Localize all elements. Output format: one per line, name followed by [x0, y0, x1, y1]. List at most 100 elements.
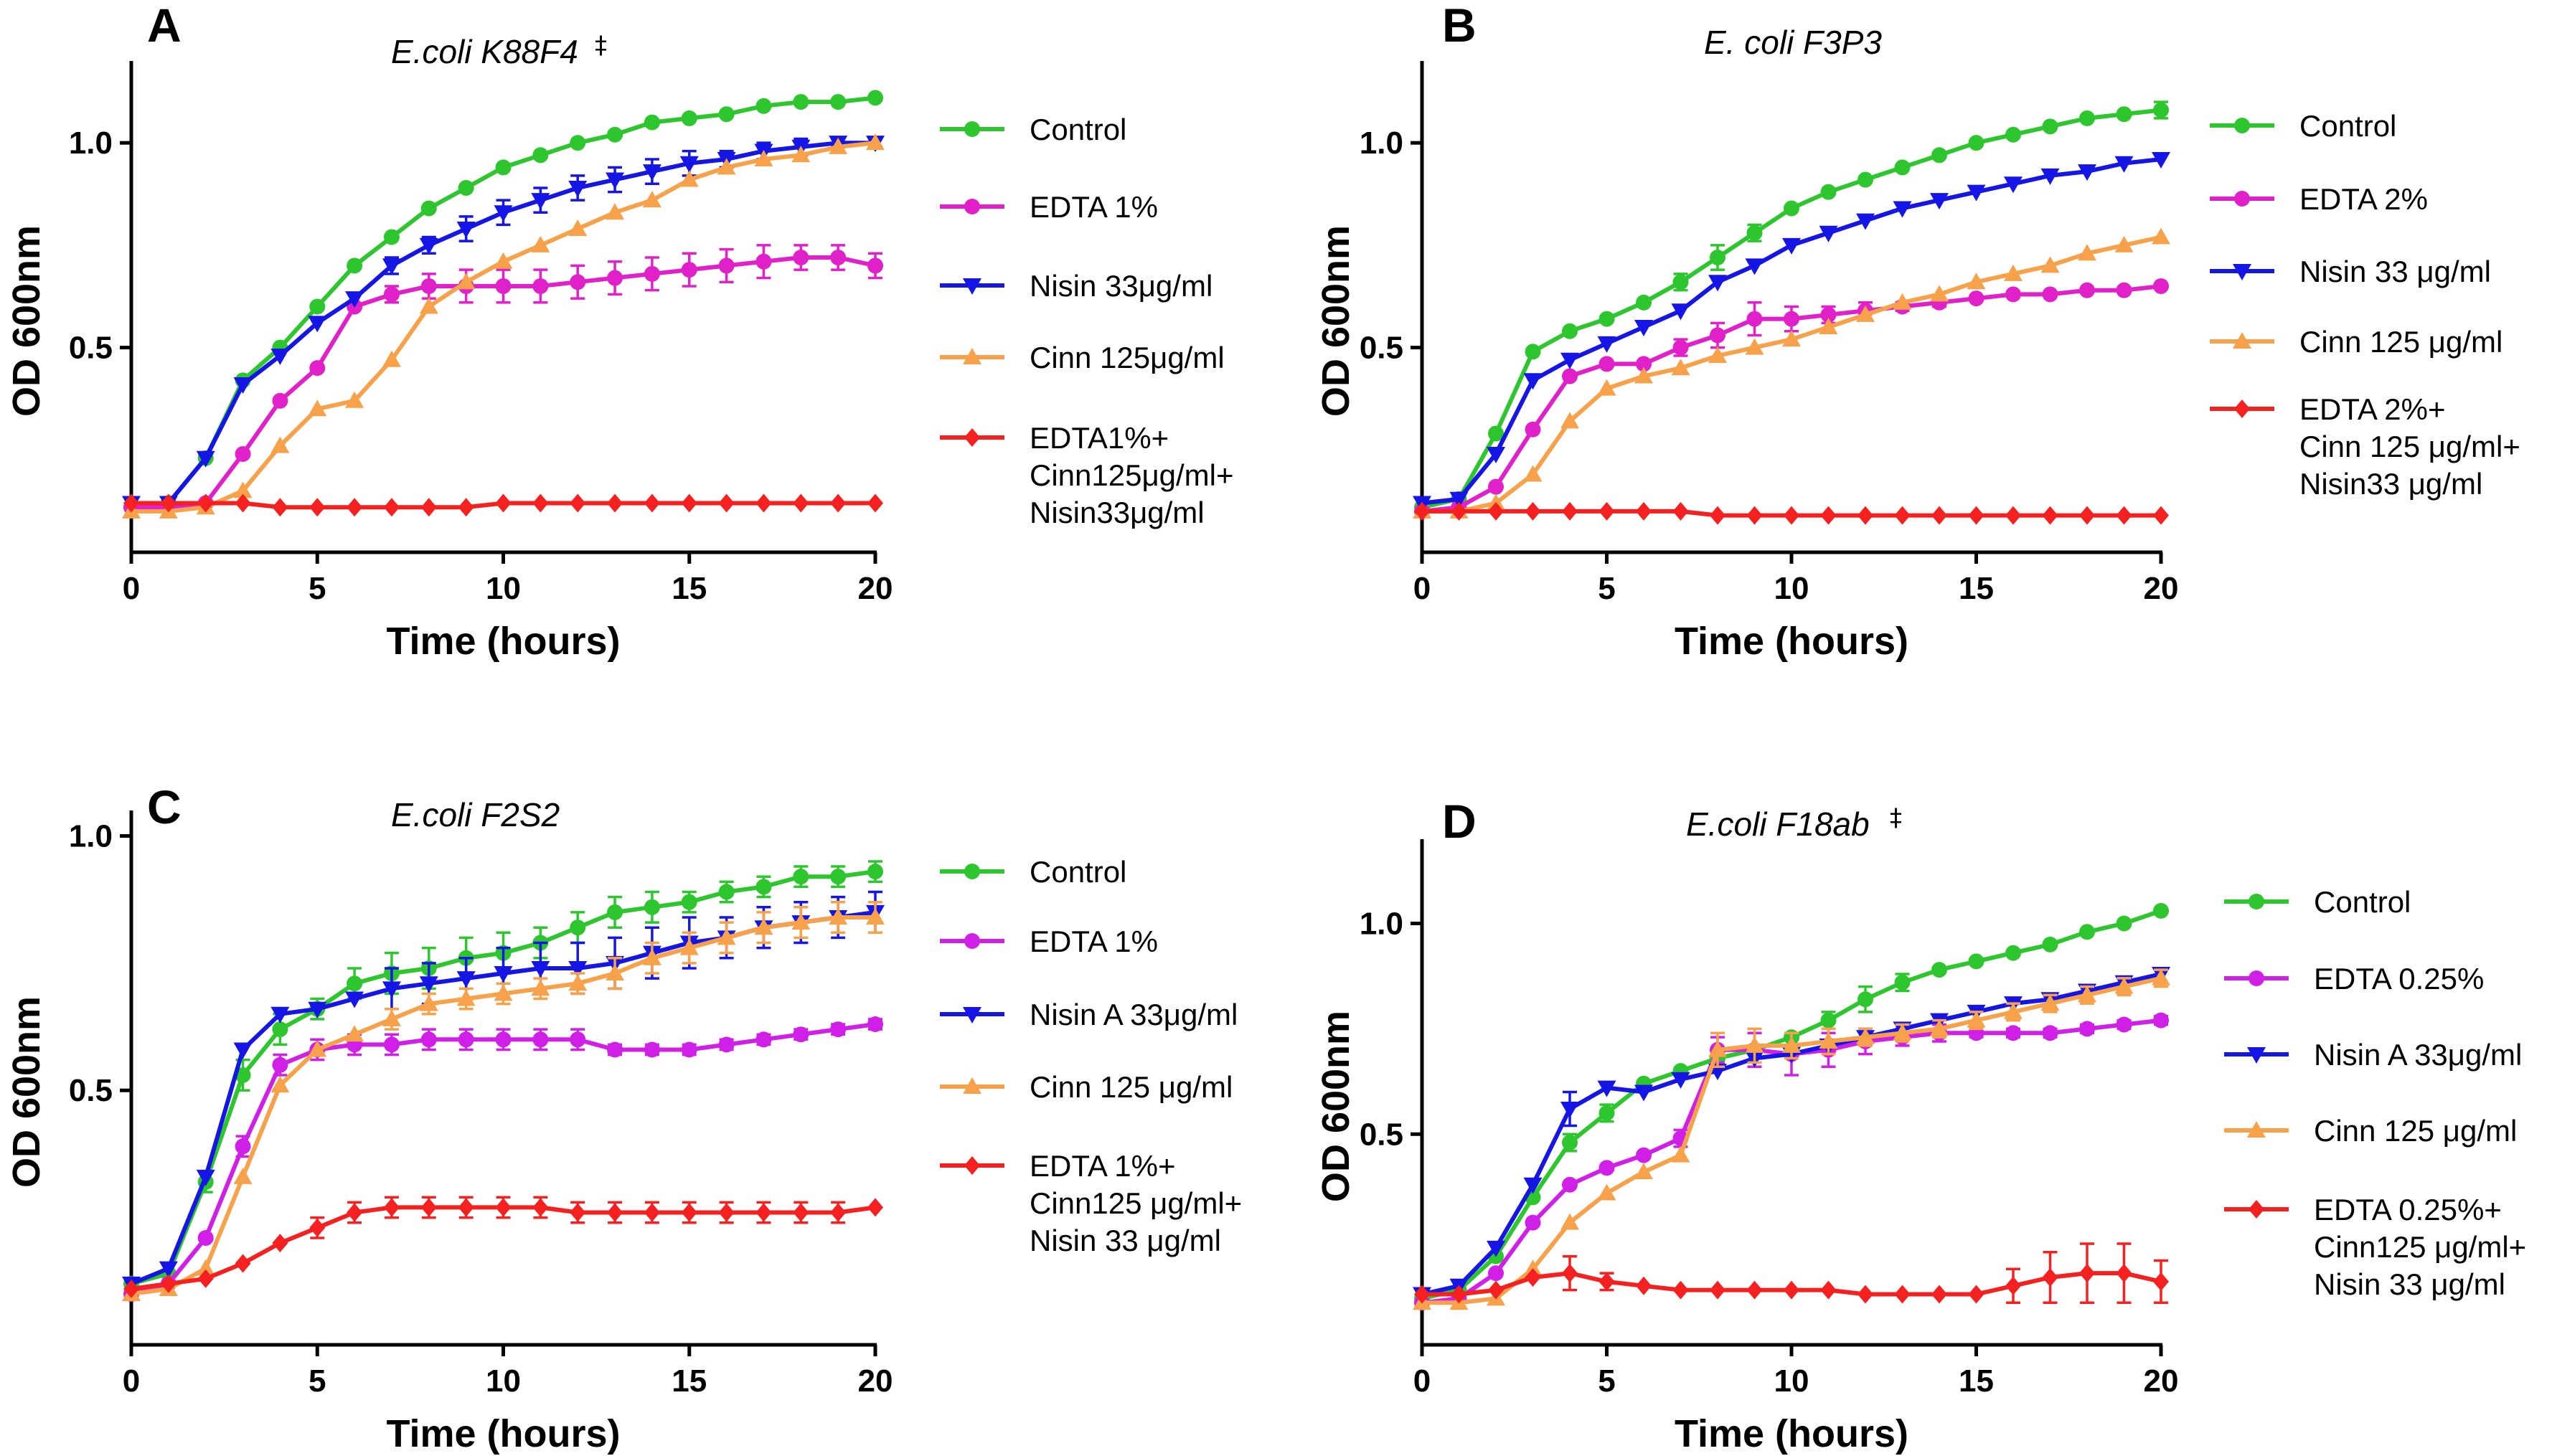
panel-c-data-point	[272, 1056, 288, 1073]
panel-c-series-5	[123, 1196, 883, 1298]
panel-c-data-point	[867, 1198, 883, 1217]
panel-d-x-tick-label: 10	[1774, 1363, 1809, 1399]
panel-a-data-point	[382, 350, 401, 367]
panel-b-data-point	[2004, 176, 2023, 194]
panel-b-x-tick-label: 0	[1413, 571, 1431, 606]
panel-c-data-point	[681, 1203, 697, 1222]
panel-c-data-point	[642, 948, 661, 965]
panel-a-data-point	[494, 205, 513, 222]
panel-a-x-tick-label: 15	[672, 571, 707, 606]
panel-b-data-point	[1746, 506, 1763, 525]
panel-d-data-point	[1562, 1135, 1578, 1150]
panel-d-data-point	[2078, 985, 2096, 1003]
panel-c-data-point	[679, 938, 699, 955]
panel-a-data-point	[644, 114, 660, 131]
panel-d-legend-marker	[2247, 1047, 2266, 1064]
panel-c-legend-marker	[963, 1007, 981, 1024]
panel-a-data-point	[420, 278, 437, 294]
panel-a-y-axis-label: OD 600nm	[5, 225, 48, 417]
panel-a-data-point	[679, 170, 699, 187]
panel-a-data-point	[495, 159, 512, 176]
panel-b-data-point	[1671, 303, 1690, 321]
panel-b-data-point	[1525, 421, 1541, 438]
panel-c-data-point	[830, 869, 847, 885]
panel-a-data-point	[642, 164, 661, 181]
panel-a-y-tick-label: 0.5	[69, 331, 113, 366]
panel-c-data-point	[830, 1203, 847, 1222]
panel-d-legend-label: Nisin A 33μg/ml	[2314, 1038, 2522, 1072]
panel-d-data-point	[2040, 994, 2060, 1011]
panel-a-data-point	[570, 135, 586, 151]
panel-b-data-point	[1784, 200, 1799, 217]
panel-c-data-point	[419, 994, 438, 1011]
panel-c-data-point	[755, 1031, 772, 1048]
panel-b-legend-marker	[2233, 264, 2251, 280]
panel-d-data-point	[1930, 1019, 1949, 1036]
panel-d-data-point	[1708, 1040, 1727, 1057]
panel-c-data-point	[309, 1218, 326, 1237]
panel-d-data-point	[1562, 1176, 1578, 1193]
panel-c-data-point	[867, 864, 883, 880]
panel-b-data-point	[2114, 235, 2134, 252]
panel-c-data-point	[272, 1234, 288, 1253]
panel-b-data-point	[1562, 323, 1578, 339]
panel-c: C E.coli F2S2 0 5 10 15 20 0.5 1.0 Time (hours) OD…	[5, 780, 1242, 1455]
panel-c-data-point	[532, 1031, 549, 1048]
panel-c-data-point	[235, 1067, 251, 1083]
panel-c-data-point	[345, 991, 364, 1008]
panel-b-data-point	[1782, 330, 1801, 347]
panel-b-data-point	[1598, 356, 1615, 372]
panel-d-data-point	[1784, 1280, 1799, 1300]
panel-b-x-tick-label: 20	[2144, 571, 2179, 606]
panel-a-x-tick-label: 10	[486, 571, 521, 606]
panel-a-data-point	[308, 400, 327, 417]
panel-c-y-tick-label: 1.0	[69, 818, 113, 854]
panel-b-data-point	[1634, 367, 1653, 384]
panel-a-data-point	[606, 172, 625, 189]
panel-b-data-point	[1525, 344, 1541, 360]
panel-b-series-2	[1414, 278, 2169, 519]
panel-d-y-tick-label: 1.0	[1360, 907, 1403, 942]
panel-b-data-point	[2152, 152, 2170, 169]
panel-d-legend-label: EDTA 0.25%	[2314, 962, 2484, 996]
panel-a-data-point	[829, 137, 848, 154]
panel-d-data-point	[1451, 1285, 1467, 1304]
panel-c-data-point	[347, 1203, 363, 1222]
panel-c-data-point	[420, 1031, 437, 1048]
panel-c-data-point	[606, 964, 625, 981]
panel-b-data-point	[2116, 106, 2132, 123]
panel-d-letter: D	[1442, 795, 1477, 848]
panel-c-y-tick-label: 0.5	[69, 1073, 113, 1108]
panel-d-data-point	[1820, 1012, 1837, 1029]
panel-b-data-point	[1672, 274, 1689, 290]
panel-c-title: E.coli F2S2	[391, 796, 560, 833]
panel-a-data-point	[458, 498, 474, 517]
panel-c-data-point	[644, 899, 660, 915]
panel-c-data-point	[160, 1274, 176, 1293]
panel-c-x-tick-label: 5	[309, 1363, 326, 1399]
panel-d-legend-item: Cinn 125 μg/ml	[2224, 1114, 2517, 1148]
panel-d-data-point	[1931, 1285, 1947, 1304]
panel-a-title-dagger: ‡	[595, 31, 607, 60]
panel-b-series-4	[1413, 227, 2170, 519]
panel-a-data-point	[531, 235, 550, 252]
panel-b-y-tick-label: 0.5	[1360, 331, 1403, 366]
panel-b-data-point	[1523, 373, 1543, 390]
panel-b-data-point	[2078, 244, 2096, 261]
panel-c-data-point	[607, 1203, 623, 1222]
panel-c-data-point	[270, 1006, 290, 1024]
panel-a-data-point	[123, 493, 139, 513]
panel-c-data-point	[754, 918, 773, 935]
panel-a-data-point	[830, 250, 847, 265]
panel-b-data-point	[1968, 290, 1984, 307]
panel-d-data-point	[1858, 991, 1873, 1008]
panel-b-data-point	[1784, 311, 1799, 327]
panel-b-data-point	[1708, 275, 1727, 292]
panel-d-legend-label: Control	[2314, 885, 2411, 919]
panel-a-data-point	[458, 179, 474, 196]
panel-d-data-point	[2116, 1264, 2132, 1283]
panel-c-data-point	[791, 913, 811, 930]
panel-a-data-point	[233, 377, 253, 394]
panel-c-legend-marker	[964, 1156, 980, 1175]
panel-d-data-point	[1598, 1272, 1615, 1291]
